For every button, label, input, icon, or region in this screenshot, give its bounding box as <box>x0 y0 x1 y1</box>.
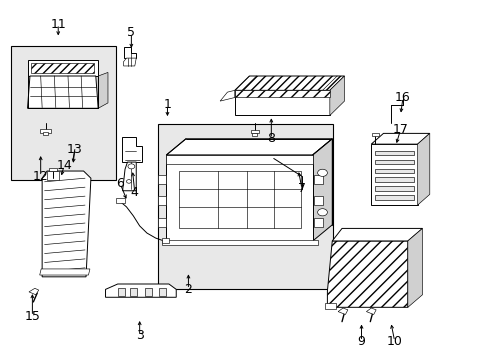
Text: 10: 10 <box>386 335 402 348</box>
Text: 3: 3 <box>136 329 143 342</box>
Polygon shape <box>27 60 98 76</box>
Bar <box>374 177 413 182</box>
Text: 16: 16 <box>394 91 410 104</box>
Bar <box>314 196 323 205</box>
Circle shape <box>126 180 131 183</box>
Text: 17: 17 <box>392 123 407 136</box>
Text: 6: 6 <box>116 177 124 190</box>
Bar <box>40 129 51 133</box>
Bar <box>158 175 166 184</box>
Bar <box>374 168 413 173</box>
Polygon shape <box>27 76 98 108</box>
Polygon shape <box>407 228 422 307</box>
Bar <box>130 288 137 296</box>
Bar <box>374 195 413 200</box>
Polygon shape <box>122 137 142 162</box>
Circle shape <box>317 169 327 176</box>
Polygon shape <box>366 308 375 315</box>
Text: 13: 13 <box>67 143 82 156</box>
Bar <box>144 288 152 296</box>
Polygon shape <box>325 303 335 309</box>
Text: 7: 7 <box>297 183 305 195</box>
Polygon shape <box>370 134 429 144</box>
Text: 8: 8 <box>267 132 275 145</box>
Polygon shape <box>42 171 91 277</box>
Text: 15: 15 <box>24 310 40 323</box>
Polygon shape <box>312 139 331 241</box>
Circle shape <box>128 164 135 169</box>
Bar <box>371 134 378 136</box>
Text: 4: 4 <box>131 186 139 199</box>
Bar <box>166 155 312 241</box>
Bar <box>314 175 323 184</box>
Text: 14: 14 <box>56 159 72 172</box>
Polygon shape <box>166 139 331 155</box>
Bar <box>374 159 413 164</box>
Polygon shape <box>122 162 136 191</box>
Polygon shape <box>327 241 407 307</box>
Bar <box>250 130 258 134</box>
Polygon shape <box>220 90 234 101</box>
Bar <box>374 186 413 191</box>
Bar <box>161 240 317 245</box>
Bar <box>234 90 329 97</box>
Bar <box>166 155 312 164</box>
Bar <box>116 198 125 203</box>
Bar <box>374 150 413 155</box>
Text: 5: 5 <box>127 27 135 40</box>
Text: 2: 2 <box>184 283 192 296</box>
Polygon shape <box>40 269 90 275</box>
Text: 9: 9 <box>357 335 365 348</box>
Polygon shape <box>370 144 417 205</box>
Bar <box>31 63 94 73</box>
Bar <box>49 168 57 171</box>
Polygon shape <box>417 134 429 205</box>
Text: 11: 11 <box>50 18 66 31</box>
Polygon shape <box>331 228 422 241</box>
Polygon shape <box>234 90 329 116</box>
Bar <box>161 238 169 243</box>
Bar <box>158 125 332 289</box>
Bar <box>158 218 166 226</box>
Bar <box>42 132 48 135</box>
Bar <box>252 133 257 136</box>
Bar <box>11 45 116 180</box>
Bar <box>178 171 300 228</box>
Bar <box>159 288 166 296</box>
Bar <box>47 171 59 180</box>
Polygon shape <box>329 76 344 116</box>
Polygon shape <box>98 72 108 108</box>
Bar <box>314 218 323 226</box>
Bar <box>118 288 125 296</box>
Text: 1: 1 <box>163 98 171 111</box>
Polygon shape <box>123 58 136 66</box>
Polygon shape <box>123 47 136 58</box>
Polygon shape <box>29 288 39 295</box>
Polygon shape <box>234 76 344 90</box>
Polygon shape <box>337 308 347 315</box>
Polygon shape <box>105 284 176 297</box>
Circle shape <box>317 209 327 216</box>
Bar <box>158 196 166 205</box>
Text: 12: 12 <box>33 170 48 183</box>
